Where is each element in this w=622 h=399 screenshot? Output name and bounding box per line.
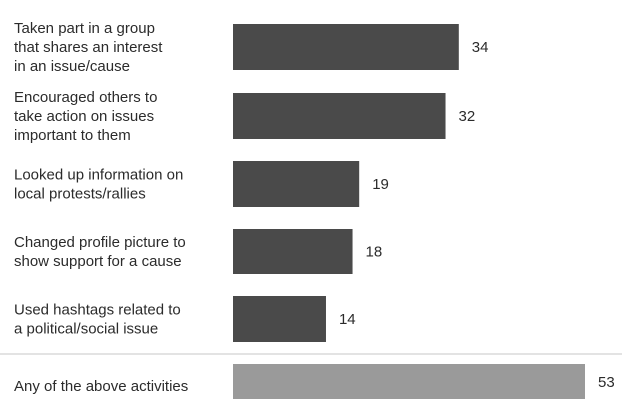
- category-label-4: Changed profile picture to show support f…: [14, 234, 186, 270]
- value-label-1: 34: [472, 39, 489, 56]
- bars-layer: 34 Taken part in a group that shares an in…: [0, 20, 622, 399]
- bar-5: [233, 296, 326, 342]
- category-label-5: Used hashtags related to a political/soci…: [14, 302, 181, 338]
- bar-6: [233, 364, 585, 399]
- bar-4: [233, 229, 353, 274]
- value-label-5: 14: [339, 311, 356, 328]
- bar-2: [233, 93, 446, 139]
- value-label-3: 19: [372, 176, 389, 193]
- category-label-2: Encouraged others to take action on issue…: [14, 89, 157, 144]
- value-label-6: 53: [598, 374, 615, 391]
- value-label-4: 18: [366, 244, 383, 261]
- bar-3: [233, 161, 360, 207]
- bar-1: [233, 24, 459, 70]
- value-label-2: 32: [459, 108, 476, 125]
- category-label-3: Looked up information on local protests/r…: [14, 167, 183, 203]
- category-label-1: Taken part in a group that shares an inte…: [14, 20, 163, 75]
- category-label-6: Any of the above activities: [14, 378, 188, 395]
